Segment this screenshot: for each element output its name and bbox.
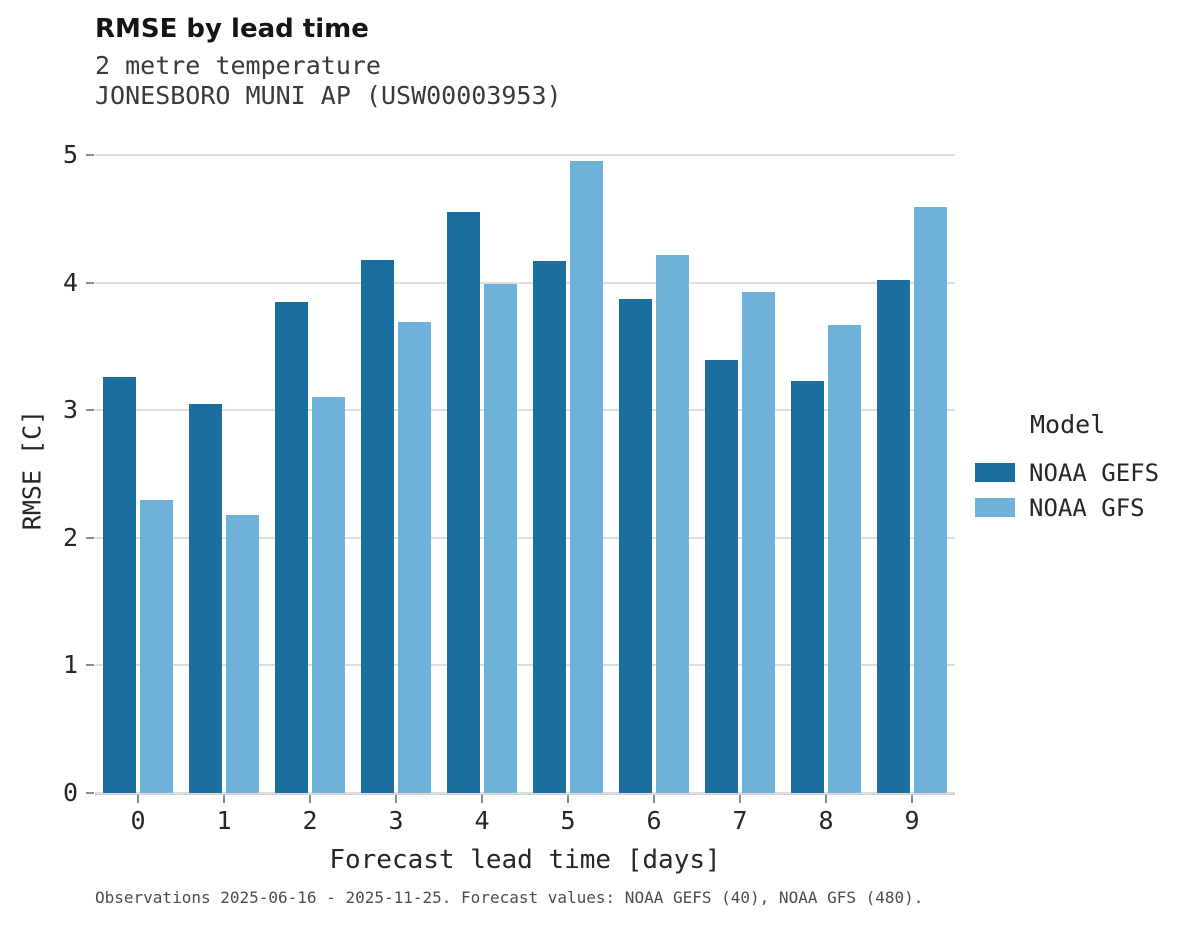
gridline-y-4 — [95, 281, 955, 284]
x-tick-mark-4 — [481, 795, 483, 803]
bar-noaa-gefs-lead-0 — [103, 377, 136, 793]
bar-noaa-gefs-lead-6 — [619, 299, 652, 793]
bar-noaa-gfs-lead-6 — [656, 254, 689, 793]
bar-noaa-gefs-lead-2 — [275, 301, 308, 793]
x-tick-label-2: 2 — [302, 806, 318, 835]
bar-noaa-gfs-lead-4 — [484, 283, 517, 793]
bar-group-lead-1 — [181, 155, 267, 793]
bar-noaa-gfs-lead-3 — [398, 322, 431, 793]
bar-group-lead-5 — [525, 155, 611, 793]
bar-group-lead-9 — [869, 155, 955, 793]
x-tick-mark-8 — [825, 795, 827, 803]
bar-noaa-gefs-lead-4 — [447, 212, 480, 793]
y-tick-mark-1 — [86, 664, 94, 667]
y-tick-label-3: 3 — [62, 395, 78, 425]
caption: Observations 2025-06-16 - 2025-11-25. Fo… — [95, 888, 924, 907]
legend-label-noaa-gfs: NOAA GFS — [1029, 493, 1145, 522]
y-tick-mark-5 — [86, 154, 94, 156]
plot-area — [95, 154, 955, 795]
x-tick-label-0: 0 — [130, 806, 146, 835]
y-tick-mark-4 — [86, 281, 94, 284]
legend-title: Model — [1030, 410, 1106, 439]
chart-subtitle-station: JONESBORO MUNI AP (USW00003953) — [95, 81, 562, 110]
legend-swatch-noaa-gefs — [975, 463, 1015, 482]
y-tick-label-1: 1 — [62, 650, 78, 680]
y-tick-label-4: 4 — [62, 267, 78, 297]
x-tick-label-9: 9 — [904, 806, 920, 835]
y-axis-label: RMSE [C] — [17, 409, 47, 531]
bar-noaa-gefs-lead-1 — [189, 403, 222, 793]
bar-noaa-gfs-lead-9 — [914, 207, 947, 793]
gridline-y-3 — [95, 409, 955, 412]
bar-noaa-gfs-lead-1 — [226, 514, 259, 793]
gridline-y-1 — [95, 664, 955, 667]
x-tick-mark-3 — [395, 795, 397, 803]
bar-noaa-gfs-lead-7 — [742, 291, 775, 793]
bar-noaa-gfs-lead-0 — [140, 499, 173, 793]
x-tick-mark-0 — [137, 795, 139, 803]
y-tick-label-2: 2 — [62, 522, 78, 552]
y-tick-mark-2 — [86, 536, 94, 539]
bar-noaa-gfs-lead-2 — [312, 397, 345, 793]
bar-group-lead-0 — [95, 155, 181, 793]
bar-noaa-gefs-lead-7 — [705, 360, 738, 793]
x-tick-mark-6 — [653, 795, 655, 803]
gridline-y-2 — [95, 536, 955, 539]
x-tick-label-8: 8 — [818, 806, 834, 835]
bar-noaa-gefs-lead-3 — [361, 259, 394, 793]
y-tick-label-5: 5 — [62, 140, 78, 169]
legend: Model NOAA GEFS NOAA GFS — [975, 410, 1195, 525]
chart-subtitle-variable: 2 metre temperature — [95, 51, 381, 80]
x-axis-label: Forecast lead time [days] — [329, 845, 721, 875]
bar-noaa-gefs-lead-8 — [791, 380, 824, 793]
x-tick-label-1: 1 — [216, 806, 232, 835]
legend-label-noaa-gefs: NOAA GEFS — [1029, 458, 1160, 487]
bars-container — [95, 155, 955, 793]
x-tick-mark-1 — [223, 795, 225, 803]
legend-entry-noaa-gefs: NOAA GEFS — [975, 455, 1195, 490]
x-tick-mark-2 — [309, 795, 311, 803]
bar-noaa-gfs-lead-8 — [828, 324, 861, 793]
bar-group-lead-7 — [697, 155, 783, 793]
x-tick-label-4: 4 — [474, 806, 490, 835]
x-tick-mark-5 — [567, 795, 569, 803]
bar-noaa-gefs-lead-5 — [533, 260, 566, 793]
gridline-y-5 — [95, 154, 955, 156]
x-tick-label-5: 5 — [560, 806, 576, 835]
x-tick-label-6: 6 — [646, 806, 662, 835]
bar-noaa-gfs-lead-5 — [570, 161, 603, 793]
bar-group-lead-8 — [783, 155, 869, 793]
bar-group-lead-4 — [439, 155, 525, 793]
chart-title: RMSE by lead time — [95, 14, 369, 44]
bar-group-lead-3 — [353, 155, 439, 793]
y-tick-label-0: 0 — [62, 778, 78, 807]
legend-entry-noaa-gfs: NOAA GFS — [975, 490, 1195, 525]
gridline-y-0 — [95, 792, 955, 794]
x-tick-label-3: 3 — [388, 806, 404, 835]
x-tick-mark-7 — [739, 795, 741, 803]
y-tick-mark-3 — [86, 409, 94, 412]
legend-swatch-noaa-gfs — [975, 498, 1015, 517]
bar-group-lead-2 — [267, 155, 353, 793]
bar-group-lead-6 — [611, 155, 697, 793]
x-tick-label-7: 7 — [732, 806, 748, 835]
y-tick-mark-0 — [86, 792, 94, 794]
bar-noaa-gefs-lead-9 — [877, 280, 910, 793]
x-tick-mark-9 — [911, 795, 913, 803]
